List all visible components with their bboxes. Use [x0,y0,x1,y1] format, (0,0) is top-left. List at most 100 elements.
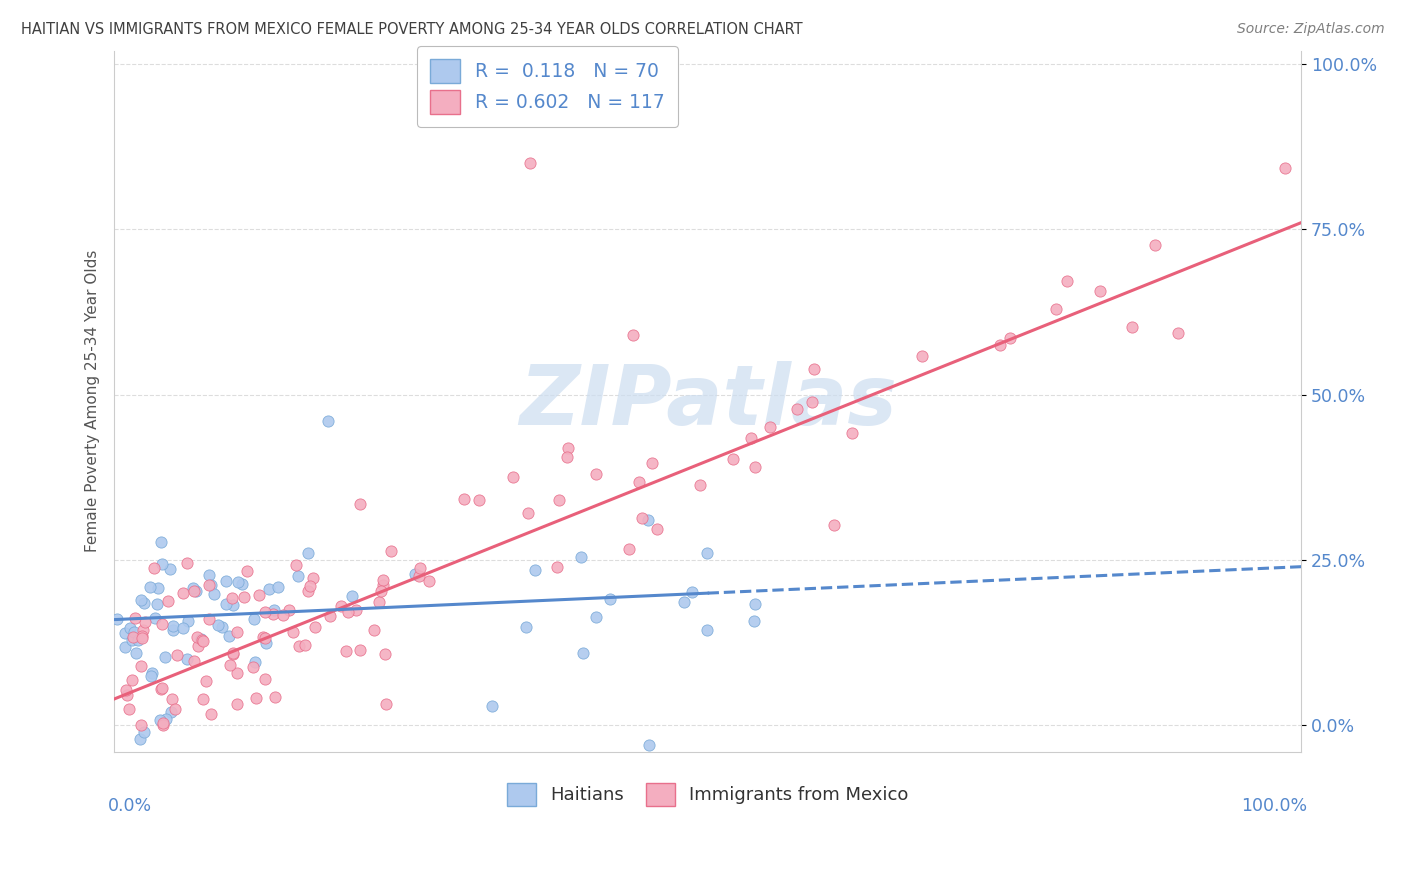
Point [118,702,141,716]
Point [803,362,825,376]
Point [254,606,277,620]
Point [1166,326,1188,340]
Point [299,579,322,593]
Point [218,629,240,643]
Point [245,690,267,705]
Point [263,690,285,705]
Point [231,577,253,591]
Point [408,569,430,583]
Point [202,587,225,601]
Point [1121,319,1143,334]
Point [319,609,342,624]
Point [548,492,571,507]
Point [141,665,163,680]
Point [200,706,222,721]
Point [176,556,198,570]
Point [152,715,174,730]
Point [288,639,311,653]
Point [266,580,288,594]
Point [181,581,204,595]
Legend: Haitians, Immigrants from Mexico: Haitians, Immigrants from Mexico [499,775,915,813]
Point [304,619,326,633]
Point [226,575,249,590]
Point [759,420,782,434]
Point [375,697,398,711]
Point [152,718,174,732]
Point [740,431,762,445]
Point [145,611,167,625]
Point [621,328,644,343]
Point [152,557,174,571]
Point [254,631,277,645]
Point [128,731,150,746]
Point [200,578,222,592]
Point [262,607,284,621]
Point [744,460,766,475]
Point [285,558,308,573]
Point [233,591,256,605]
Point [157,594,180,608]
Point [121,633,143,648]
Point [259,582,281,597]
Point [370,583,392,598]
Point [222,599,245,613]
Point [198,578,221,592]
Point [824,518,846,533]
Point [363,624,385,638]
Point [150,681,173,696]
Point [150,616,173,631]
Point [409,561,432,575]
Point [254,636,277,650]
Point [696,546,718,560]
Point [585,467,607,481]
Point [190,632,212,646]
Point [673,595,696,609]
Point [225,666,247,681]
Text: 100.0%: 100.0% [1241,797,1308,815]
Point [159,562,181,576]
Point [198,612,221,626]
Point [524,563,547,577]
Point [502,470,524,484]
Point [222,647,245,661]
Point [186,630,208,644]
Point [330,599,353,614]
Point [118,621,141,635]
Point [191,691,214,706]
Point [335,644,357,658]
Point [631,511,654,525]
Point [131,629,153,643]
Point [519,156,541,170]
Point [349,642,371,657]
Point [129,592,152,607]
Point [247,588,270,602]
Y-axis label: Female Poverty Among 25-34 Year Olds: Female Poverty Among 25-34 Year Olds [86,250,100,552]
Point [124,625,146,640]
Point [404,567,426,582]
Point [153,649,176,664]
Point [207,618,229,632]
Point [195,674,218,689]
Point [198,567,221,582]
Point [236,564,259,578]
Point [215,597,238,611]
Point [150,681,173,696]
Point [105,612,128,626]
Point [373,573,395,587]
Point [340,590,363,604]
Point [132,623,155,637]
Point [841,425,863,440]
Point [468,492,491,507]
Point [301,571,323,585]
Point [162,623,184,637]
Point [786,401,808,416]
Point [599,591,621,606]
Point [453,492,475,507]
Point [114,625,136,640]
Point [160,692,183,706]
Point [134,725,156,739]
Text: ZIPatlas: ZIPatlas [519,360,897,442]
Point [557,441,579,455]
Point [172,586,194,600]
Point [638,739,661,753]
